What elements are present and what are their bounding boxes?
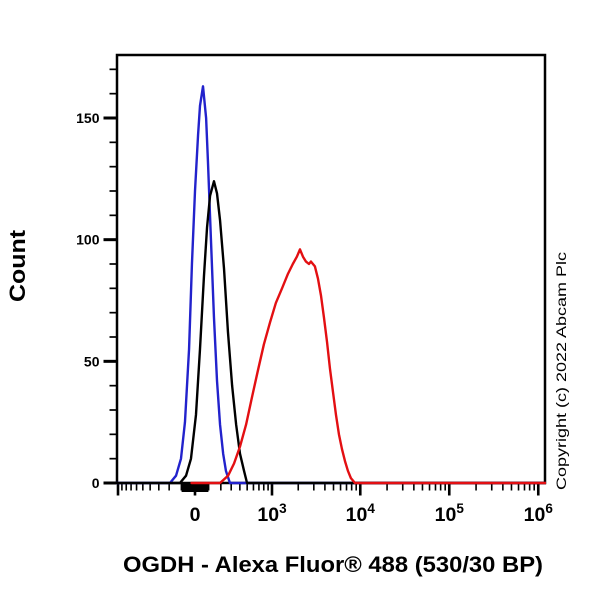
x-tick-label-0: 0 <box>190 504 201 526</box>
x-tick-label-10e4: 104 <box>346 501 376 526</box>
curve-black-control <box>116 180 546 485</box>
y-tick-label-100: 100 <box>76 232 100 248</box>
y-tick-label-150: 150 <box>76 110 100 126</box>
copyright-notice: Copyright (c) 2022 Abcam Plc <box>553 252 569 490</box>
x-axis: 0 103 104 105 106 <box>116 484 554 526</box>
y-axis-title: Count <box>5 229 30 302</box>
x-tick-label-10e6: 106 <box>524 501 554 526</box>
plot-frame <box>115 53 547 485</box>
curves <box>116 85 546 485</box>
y-tick-label-0: 0 <box>92 475 100 491</box>
curve-red-sample <box>190 248 546 485</box>
chart-title: OGDH - Alexa Fluor® 488 (530/30 BP) <box>123 552 543 577</box>
x-tick-label-10e3: 103 <box>257 501 287 526</box>
x-tick-label-10e5: 105 <box>435 501 465 526</box>
curve-blue-control <box>116 85 546 485</box>
y-tick-label-50: 50 <box>84 353 100 369</box>
y-axis: 0 50 100 150 <box>76 68 116 491</box>
plot-area: 0 50 100 150 0 103 104 105 106 <box>76 53 554 526</box>
